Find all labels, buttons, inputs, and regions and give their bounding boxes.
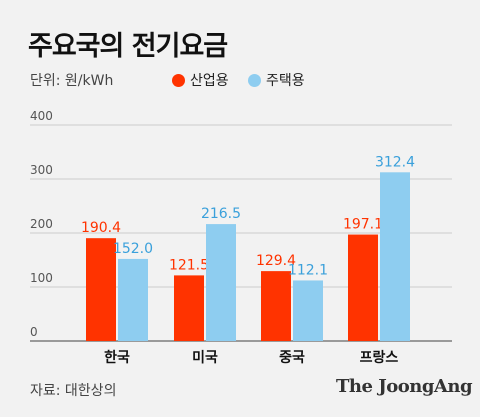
bar-industrial-3 [348, 234, 378, 341]
data-label-residential: 312.4 [375, 154, 415, 170]
source-label: 자료: 대한상의 [30, 383, 117, 399]
chart-title: 주요국의 전기요금 [28, 31, 228, 62]
y-tick-label: 100 [30, 271, 53, 285]
x-tick-label: 중국 [279, 350, 305, 366]
bar-residential-3 [380, 172, 410, 341]
legend-item-industrial: 산업용 [172, 70, 229, 90]
bar-residential-0 [118, 258, 148, 341]
y-tick-label: 200 [30, 217, 53, 231]
legend-item-residential: 주택용 [248, 70, 305, 90]
data-label-residential: 152.0 [113, 241, 153, 257]
y-tick-label: 300 [30, 163, 53, 177]
brand-logo: The JoongAng [336, 376, 473, 397]
x-tick-label: 미국 [192, 350, 218, 366]
legend-swatch-residential [248, 73, 261, 87]
y-tick-label: 400 [30, 109, 53, 123]
y-tick-label: 0 [30, 325, 38, 339]
data-label-industrial: 197.1 [343, 217, 383, 233]
data-label-residential: 112.1 [288, 262, 328, 278]
data-label-industrial: 121.5 [169, 257, 209, 273]
unit-label: 단위: 원/kWh [30, 73, 114, 89]
legend-label-residential: 주택용 [266, 73, 305, 89]
data-label-residential: 216.5 [201, 206, 241, 222]
bar-industrial-1 [174, 275, 204, 341]
bar-industrial-0 [86, 238, 116, 341]
bar-industrial-2 [261, 271, 291, 341]
bar-residential-2 [293, 280, 323, 341]
legend-swatch-industrial [172, 73, 185, 87]
legend-label-industrial: 산업용 [190, 73, 229, 89]
x-tick-label: 한국 [104, 350, 130, 366]
data-label-industrial: 190.4 [81, 220, 121, 236]
data-label-industrial: 129.4 [256, 253, 296, 269]
x-tick-label: 프랑스 [360, 350, 399, 366]
bar-residential-1 [206, 224, 236, 341]
